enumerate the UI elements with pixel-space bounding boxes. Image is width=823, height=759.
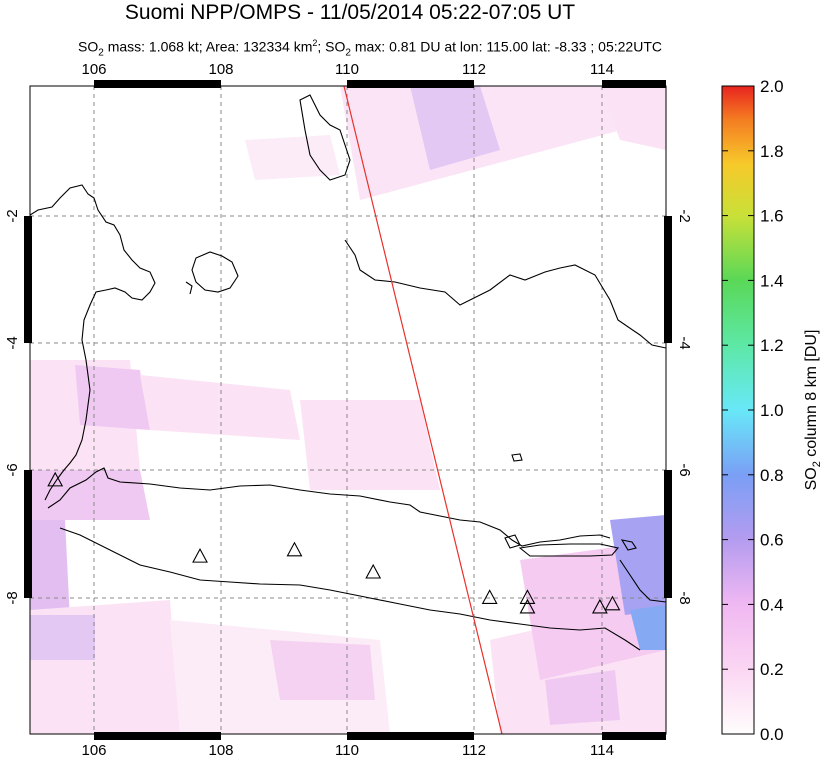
colorbar-label: SO2 column 8 km [DU] — [803, 330, 823, 491]
karimunjawa — [511, 453, 523, 462]
graticule — [30, 86, 666, 734]
lat-right-tick: -6 — [676, 463, 693, 476]
colorbar-tick-label: 0.2 — [760, 660, 784, 679]
so2-swath — [545, 670, 620, 725]
colorbar-tick-label: 0.0 — [760, 725, 784, 744]
volcano-triangle-icon — [481, 589, 498, 604]
volcano-markers — [47, 471, 621, 614]
so2-swath — [410, 86, 500, 170]
volcano-triangle-icon — [192, 547, 208, 563]
colorbar-tick-label: 1.4 — [760, 271, 784, 290]
sumatra-coast — [30, 184, 156, 501]
map-title: Suomi NPP/OMPS - 11/05/2014 05:22-07:05 … — [124, 1, 576, 24]
so2-swath — [270, 640, 375, 700]
lon-top-ticks: 106 108 110 112 114 — [81, 61, 613, 78]
lon-top-tick: 110 — [335, 61, 359, 78]
lon-bottom-tick: 112 — [462, 742, 486, 759]
so2-swath — [75, 365, 150, 430]
java-north-coast — [47, 467, 611, 547]
lat-right-tick: -8 — [676, 591, 693, 604]
subtitle-sub2: 2 — [345, 47, 351, 59]
so2-swath — [300, 400, 440, 490]
lat-right-tick: -2 — [676, 209, 693, 222]
lat-left-ticks: -2 -4 -6 -8 — [4, 209, 21, 604]
coastlines — [30, 94, 666, 651]
so2-swath — [245, 135, 340, 180]
lon-bottom-tick: 110 — [335, 742, 359, 759]
lon-bottom-tick: 114 — [590, 742, 614, 759]
madura-island — [518, 543, 620, 557]
subtitle-part4: max: 0.81 DU at lon: 115.00 lat: -8.33 ;… — [350, 38, 662, 55]
kangean — [620, 539, 637, 551]
subtitle-part1: SO — [78, 38, 99, 55]
volcano-triangle-icon — [365, 563, 382, 579]
colorbar-ticks: 2.0 1.8 1.6 1.4 1.2 1.0 0.8 0.6 0.4 0.2 0.0 — [722, 77, 784, 744]
colorbar: 2.0 1.8 1.6 1.4 1.2 1.0 0.8 0.6 0.4 0.2 0.0 SO2 co… — [721, 77, 823, 744]
so2-swath — [600, 86, 666, 150]
so2-swath — [140, 375, 300, 440]
lon-bottom-tick: 108 — [208, 742, 233, 759]
lat-left-tick: -4 — [4, 336, 21, 349]
belitung-island — [299, 94, 351, 181]
lon-bottom-tick: 106 — [81, 742, 106, 759]
volcano-triangle-icon — [286, 541, 303, 557]
java-south-coast — [59, 527, 641, 651]
lon-top-tick: 106 — [81, 61, 106, 78]
map-subtitle: SO2 mass: 1.068 kt; Area: 132334 km2; SO… — [0, 34, 740, 62]
colorbar-tick-label: 0.8 — [760, 466, 784, 485]
lat-right-ticks: -2 -4 -6 -8 — [676, 209, 693, 604]
volcano-triangle-icon — [591, 598, 608, 614]
colorbar-tick-label: 1.8 — [760, 142, 784, 161]
kalimantan-coast — [344, 239, 666, 349]
islet — [185, 281, 193, 295]
map-border-ticks — [24, 80, 672, 740]
colorbar-tick-label: 1.2 — [760, 336, 784, 355]
lon-top-tick: 108 — [208, 61, 233, 78]
volcano-triangle-icon — [604, 595, 621, 611]
colorbar-label-sub: 2 — [811, 461, 823, 467]
lat-left-tick: -6 — [4, 463, 21, 476]
subtitle-sup1: 2 — [312, 38, 318, 48]
lon-top-tick: 114 — [590, 61, 614, 78]
lon-top-tick: 112 — [462, 61, 486, 78]
bali-coast — [619, 559, 666, 603]
so2-swath — [630, 605, 666, 650]
volcano-triangle-icon — [519, 589, 536, 604]
colorbar-label-main: SO — [803, 467, 820, 490]
lat-left-tick: -2 — [4, 209, 21, 222]
colorbar-tick-label: 2.0 — [760, 77, 784, 96]
lon-bottom-ticks: 106 108 110 112 114 — [81, 742, 613, 759]
colorbar-label-rest: column 8 km [DU] — [803, 330, 820, 462]
so2-swath — [30, 520, 70, 620]
lat-left-tick: -8 — [4, 591, 21, 604]
lat-right-tick: -4 — [676, 336, 693, 349]
colorbar-tick-label: 1.0 — [760, 401, 784, 420]
subtitle-sub1: 2 — [98, 47, 104, 59]
so2-swath — [30, 615, 95, 660]
orbit-track-line — [343, 85, 503, 735]
subtitle-part2: mass: 1.068 kt; Area: 132334 km — [103, 38, 313, 55]
bangka-island — [191, 251, 239, 293]
subtitle-part3: ; SO — [317, 38, 346, 55]
colorbar-tick-label: 1.6 — [760, 207, 784, 226]
colorbar-tick-label: 0.6 — [760, 531, 784, 550]
volcano-triangle-icon — [47, 471, 64, 487]
volcano-triangle-icon — [519, 598, 536, 614]
bawean — [504, 534, 521, 549]
colorbar-tick-label: 0.4 — [760, 595, 784, 614]
